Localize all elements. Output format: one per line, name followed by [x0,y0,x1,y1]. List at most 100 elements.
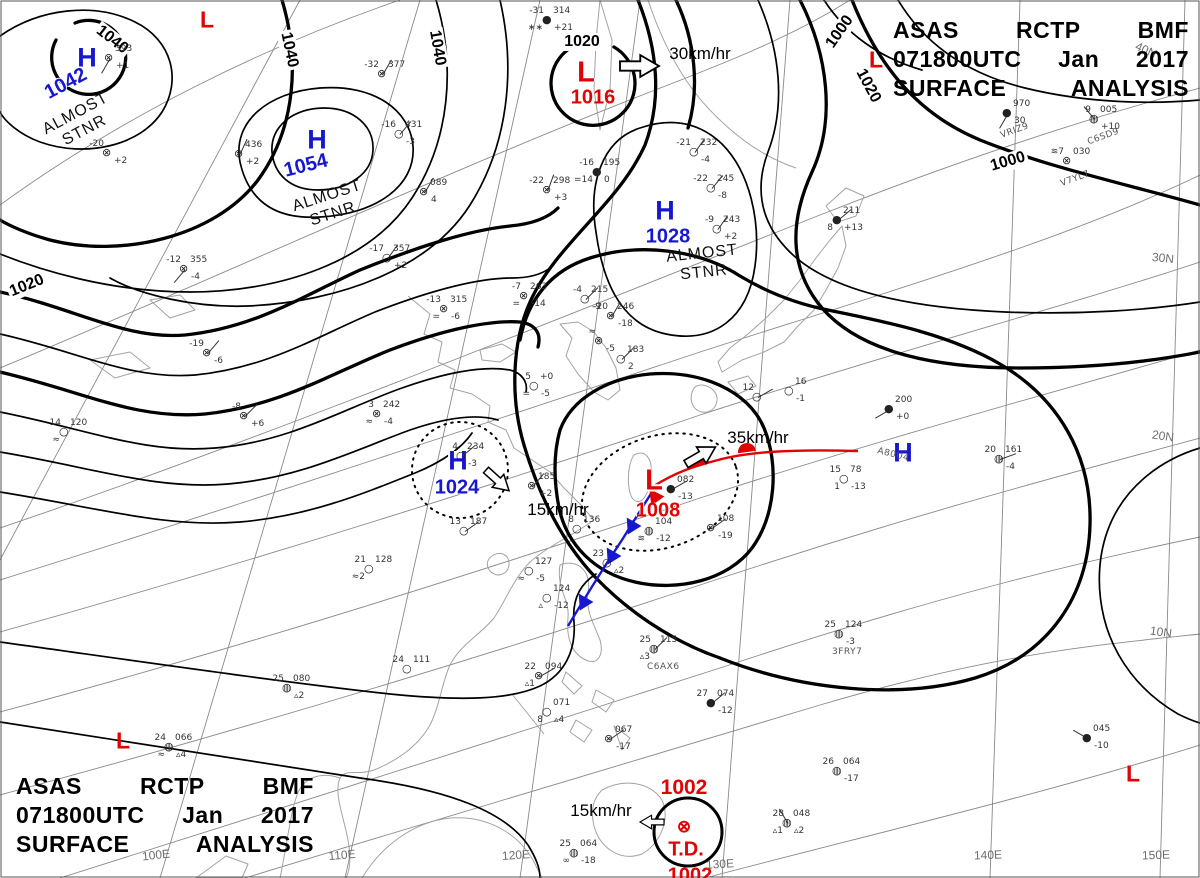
station-weather: ▵1 [772,826,783,836]
station-pressure: 066 [175,733,193,743]
coastlines [89,0,865,878]
station-weather: ▵3 [639,652,650,662]
station-dewpoint: -14 [531,299,546,309]
station-dewpoint: ▵4 [554,715,565,725]
station-dewpoint: -10 [1094,741,1109,751]
station-dewpoint: -5 [536,574,545,584]
station-symbol: ○ [459,524,469,537]
station-symbol: ○ [712,222,722,235]
station-dewpoint: +10 [1101,122,1120,132]
title-word: 071800UTC [893,46,1022,72]
station-pressure: 127 [535,557,553,567]
station-dewpoint: ▵2 [614,566,625,576]
station-symbol: ⊗ [179,262,189,275]
longitude-label: 130E [705,856,735,872]
station-pressure: 089 [430,178,448,188]
station-dewpoint: -4 [384,417,393,427]
station-dewpoint: -4 [191,272,200,282]
station-weather: 8 [827,223,833,233]
station-dewpoint: -4 [1006,462,1015,472]
station-dewpoint: -4 [701,155,710,165]
station-dewpoint: -17 [844,774,859,784]
station-temp: 4 [452,442,458,452]
title-word: SURFACE [16,831,130,857]
station-pressure: 094 [545,662,563,672]
station-pressure: 161 [1005,445,1023,455]
station-pressure: 108 [717,514,735,524]
station-pressure: 314 [553,6,571,16]
high-value: 1054 [281,149,331,182]
low-value: 1008 [635,499,681,522]
station-dewpoint: +1 [116,61,130,71]
station-symbol: ⊗ [604,732,614,745]
station-temp: -21 [676,138,691,148]
station-symbol: ○ [542,591,552,604]
station-temp: -13 [426,295,441,305]
station-symbol: ● [832,213,842,226]
station-pressure: 195 [603,158,621,168]
station-symbol: ⊗ [234,147,244,160]
station-dewpoint: +6 [251,419,265,429]
station-temp: 26 [822,757,834,767]
station-pressure: 067 [615,725,633,735]
td-circle [652,796,724,868]
station-pressure: 064 [843,757,861,767]
title-block-top-right: ASAS RCTP BMF 071800UTC Jan 2017 SURFACE ANALYS… [893,16,1189,103]
title-line-2: 071800UTC Jan 2017 [893,45,1189,74]
uncertainty-dotted [411,421,740,552]
station-pressure: 355 [190,255,208,265]
station-pressure: 16 [795,377,807,387]
station-dewpoint: -6 [451,312,460,322]
movement-speed-label: 15km/hr [570,801,632,820]
station-symbol: ○ [752,390,762,403]
station-temp: 15 [829,465,841,475]
low-mark: L [115,727,131,754]
station-dewpoint: 4 [431,195,437,205]
station-temp: 14 [49,418,61,428]
station-symbol: ○ [364,562,374,575]
station-pressure: 263 [530,282,548,292]
longitude-label: 120E [501,847,531,863]
station-temp: 23 [592,549,604,559]
station-pressure: 120 [70,418,88,428]
station-pressure: 115 [660,635,678,645]
station-symbol: ⊗ [104,51,114,64]
arrow-30kmhr [619,53,661,79]
station-pressure: 124 [845,620,863,630]
longitude-label: 150E [1141,847,1171,863]
station-weather: ▵1 [524,679,535,689]
station-pressure: 243 [723,215,741,225]
high-value: 1028 [645,225,691,248]
station-pressure: 232 [700,138,718,148]
station-pressure: 005 [1100,105,1118,115]
title-word: RCTP [139,773,205,799]
station-temp: -12 [166,255,181,265]
station-callsign: V7YL7 [1059,169,1092,189]
high-note: ALMOST STNR [665,241,739,284]
title-word: ASAS [893,17,959,43]
station-symbol: ⊗ [202,346,212,359]
station-symbol: ◍ [1089,112,1099,125]
station-temp: -19 [189,339,204,349]
isobar-label: 1000 [986,147,1030,177]
station-weather: ∞ [562,856,571,866]
station-pressure: 78 [850,465,862,475]
station-symbol: ○ [382,251,392,264]
station-pressure: 200 [895,395,913,405]
station-temp: 12 [742,383,754,393]
station-symbol: ◍ [569,846,579,859]
station-dewpoint: 0 [604,175,610,185]
isobar-label: 1040 [424,26,450,70]
movement-speed-label: 30km/hr [669,44,731,63]
station-pressure: 315 [450,295,468,305]
station-pressure: 246 [617,302,635,312]
isobar-label: 1020 [562,33,602,51]
station-temp: -22 [529,176,544,186]
station-pressure: 245 [717,174,735,184]
station-symbol: ○ [456,449,466,462]
station-dewpoint: +2 [394,261,408,271]
station-pressure: 045 [1093,724,1111,734]
